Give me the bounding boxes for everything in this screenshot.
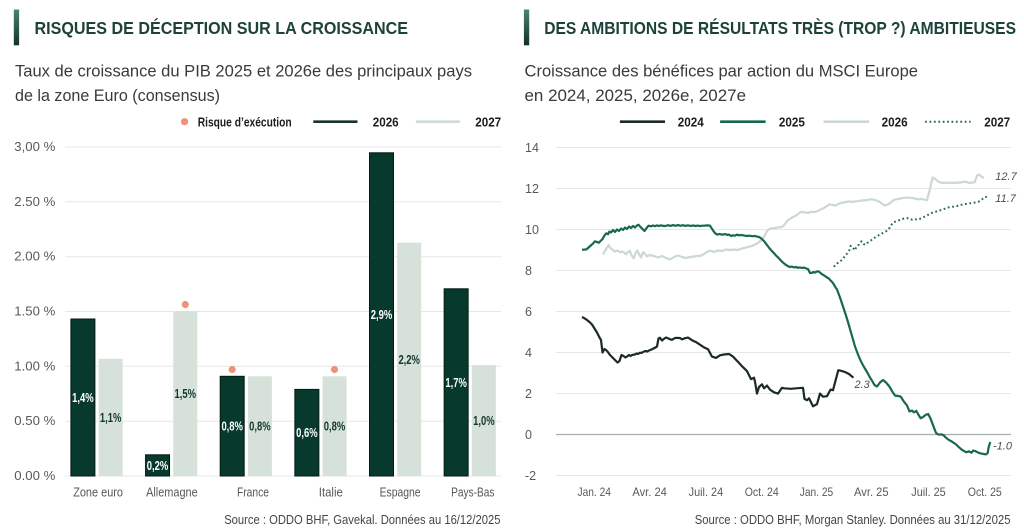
svg-text:2027: 2027: [475, 114, 501, 129]
svg-text:France: France: [237, 485, 269, 499]
svg-text:0,8%: 0,8%: [221, 420, 243, 434]
svg-text:0.50 %: 0.50 %: [14, 414, 55, 428]
svg-text:11.7: 11.7: [995, 193, 1016, 205]
svg-text:RISQUES DE DÉCEPTION SUR LA CR: RISQUES DE DÉCEPTION SUR LA CROISSANCE: [35, 17, 409, 38]
svg-text:12.7: 12.7: [995, 171, 1017, 183]
svg-text:1,5%: 1,5%: [175, 387, 197, 401]
svg-text:1,0%: 1,0%: [473, 414, 495, 428]
svg-text:Juil. 24: Juil. 24: [689, 485, 724, 499]
svg-text:Source : ODDO BHF, Morgan Stan: Source : ODDO BHF, Morgan Stanley. Donné…: [695, 512, 1011, 527]
svg-text:Oct. 25: Oct. 25: [968, 485, 1002, 499]
svg-text:de la zone Euro (consensus): de la zone Euro (consensus): [15, 86, 220, 105]
svg-text:1,1%: 1,1%: [100, 411, 122, 425]
svg-text:10: 10: [525, 223, 539, 237]
svg-text:Taux de croissance du PIB 2025: Taux de croissance du PIB 2025 et 2026e …: [15, 62, 472, 81]
svg-text:12: 12: [525, 182, 539, 196]
svg-text:Pays-Bas: Pays-Bas: [451, 485, 494, 499]
svg-text:-2: -2: [525, 469, 536, 483]
svg-text:14: 14: [525, 141, 539, 155]
svg-text:DES AMBITIONS DE RÉSULTATS TRÈ: DES AMBITIONS DE RÉSULTATS TRÈS (TROP ?)…: [544, 17, 1016, 38]
svg-text:4: 4: [525, 346, 532, 360]
svg-text:8: 8: [525, 264, 532, 278]
svg-text:6: 6: [525, 305, 532, 319]
svg-text:Juil. 25: Juil. 25: [911, 485, 946, 499]
svg-text:Risque d’exécution: Risque d’exécution: [198, 114, 292, 129]
svg-text:2.00 %: 2.00 %: [14, 250, 55, 264]
svg-text:2026: 2026: [882, 114, 908, 129]
svg-text:Source : ODDO BHF, Gavekal. Do: Source : ODDO BHF, Gavekal. Données au 1…: [224, 512, 500, 527]
svg-text:Croissance des bénéfices par a: Croissance des bénéfices par action du M…: [525, 62, 919, 81]
svg-text:Oct. 24: Oct. 24: [745, 485, 779, 499]
svg-text:0,2%: 0,2%: [147, 459, 169, 473]
svg-text:Avr. 25: Avr. 25: [854, 485, 889, 499]
svg-text:2025: 2025: [779, 114, 805, 129]
svg-text:1.00 %: 1.00 %: [14, 359, 55, 373]
svg-text:Zone euro: Zone euro: [73, 485, 123, 499]
svg-text:0,8%: 0,8%: [249, 420, 271, 434]
svg-text:Jan. 24: Jan. 24: [578, 485, 612, 499]
svg-text:0,6%: 0,6%: [296, 426, 318, 440]
svg-text:2,9%: 2,9%: [371, 308, 393, 322]
svg-text:2026: 2026: [373, 114, 399, 129]
svg-text:1,7%: 1,7%: [445, 376, 467, 390]
svg-text:-1.0: -1.0: [993, 441, 1013, 453]
svg-text:2027: 2027: [984, 114, 1010, 129]
svg-text:Jan. 25: Jan. 25: [800, 485, 834, 499]
svg-text:Espagne: Espagne: [380, 485, 421, 499]
svg-text:2024: 2024: [678, 114, 705, 129]
svg-text:1.50 %: 1.50 %: [14, 305, 55, 319]
svg-text:0: 0: [525, 428, 532, 442]
svg-text:1,4%: 1,4%: [72, 391, 94, 405]
svg-text:0.00 %: 0.00 %: [14, 469, 55, 483]
svg-text:Italie: Italie: [319, 485, 343, 499]
svg-text:2.3: 2.3: [854, 379, 871, 391]
svg-text:2,2%: 2,2%: [398, 353, 420, 367]
svg-text:2: 2: [525, 387, 532, 401]
svg-text:2.50 %: 2.50 %: [14, 195, 55, 209]
svg-text:0,8%: 0,8%: [324, 420, 346, 434]
svg-text:Avr. 24: Avr. 24: [632, 485, 667, 499]
svg-text:3,00 %: 3,00 %: [14, 140, 55, 154]
svg-text:en 2024, 2025, 2026e, 2027e: en 2024, 2025, 2026e, 2027e: [525, 86, 747, 105]
svg-text:Allemagne: Allemagne: [146, 485, 198, 499]
